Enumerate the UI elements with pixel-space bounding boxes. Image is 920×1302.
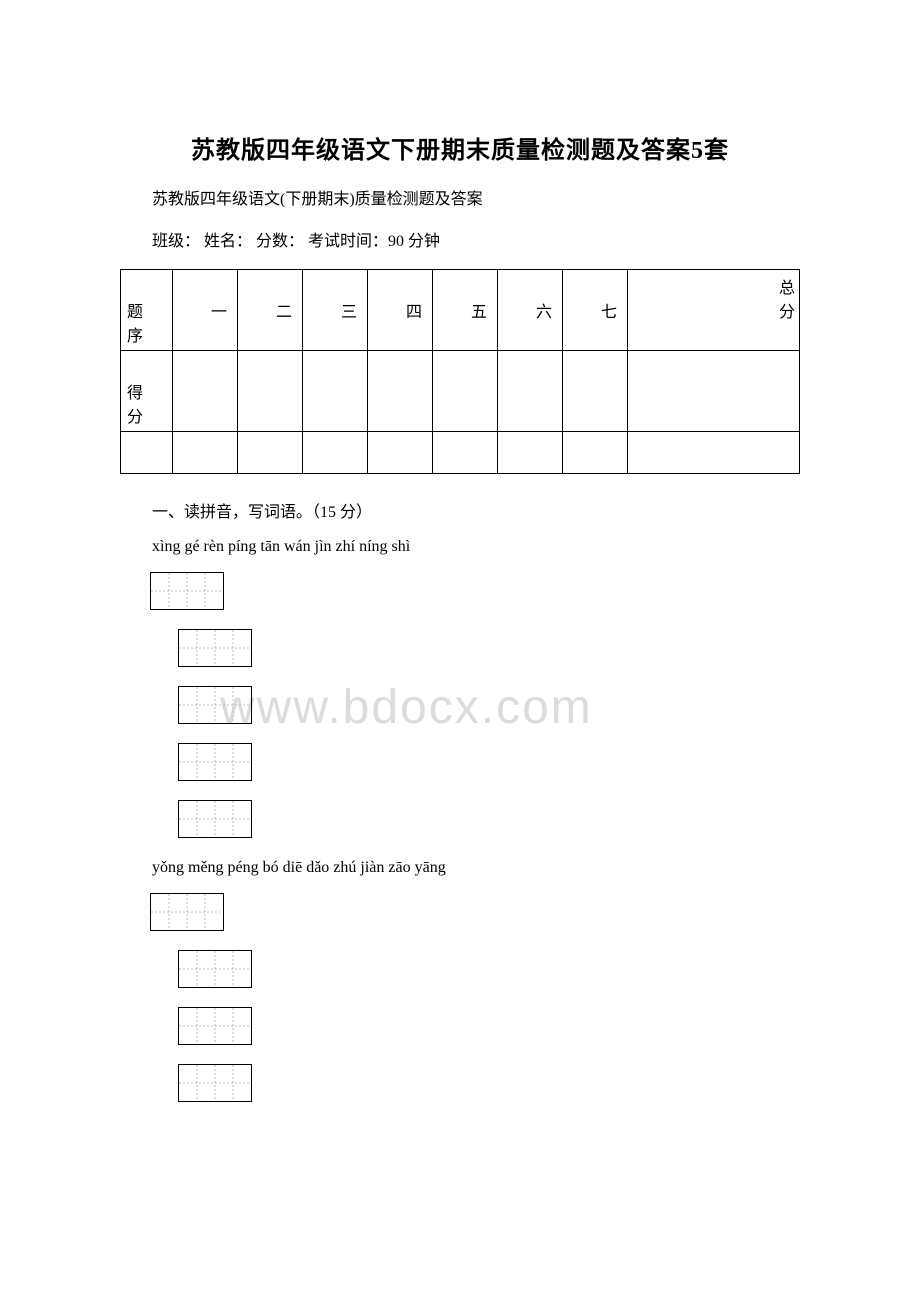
char-writing-box (150, 572, 224, 610)
empty-cell (368, 432, 433, 474)
col-header: 六 (498, 270, 563, 351)
col-header: 五 (433, 270, 498, 351)
score-cell (498, 351, 563, 432)
col-header-total: 总分 (628, 270, 800, 351)
char-writing-box (178, 629, 252, 667)
char-writing-box (178, 686, 252, 724)
empty-cell (563, 432, 628, 474)
char-writing-box (178, 800, 252, 838)
score-cell (563, 351, 628, 432)
empty-cell (121, 432, 173, 474)
table-row: 题序 一 二 三 四 五 六 七 总分 (121, 270, 800, 351)
document-content: 苏教版四年级语文下册期末质量检测题及答案5套 苏教版四年级语文(下册期末)质量检… (120, 130, 800, 1107)
score-table: 题序 一 二 三 四 五 六 七 总分 得分 (120, 269, 800, 474)
char-box-row (178, 950, 800, 993)
col-header: 七 (563, 270, 628, 351)
score-cell (368, 351, 433, 432)
char-box-row (178, 1064, 800, 1107)
score-cell (303, 351, 368, 432)
score-cell (433, 351, 498, 432)
char-writing-box (178, 1064, 252, 1102)
char-box-row (178, 800, 800, 843)
char-writing-box (178, 1007, 252, 1045)
char-box-row (178, 629, 800, 672)
pinyin-line: yǒng měng péng bó diē dǎo zhú jiàn zāo y… (120, 859, 800, 877)
char-box-row (178, 743, 800, 786)
info-line: 班级： 姓名： 分数： 考试时间：90 分钟 (120, 227, 800, 251)
pinyin-line: xìng gé rèn píng tān wán jìn zhí níng sh… (120, 538, 800, 556)
col-header: 二 (238, 270, 303, 351)
empty-cell (303, 432, 368, 474)
section-heading: 一、读拼音，写词语。（15 分） (120, 498, 800, 522)
char-box-row (150, 572, 800, 615)
score-cell (628, 351, 800, 432)
table-row (121, 432, 800, 474)
row-label: 得分 (121, 351, 173, 432)
score-cell (238, 351, 303, 432)
char-writing-box (178, 743, 252, 781)
empty-cell (628, 432, 800, 474)
char-box-row (150, 893, 800, 936)
char-box-group-1 (150, 572, 800, 843)
col-header: 三 (303, 270, 368, 351)
char-box-row (178, 686, 800, 729)
subtitle: 苏教版四年级语文(下册期末)质量检测题及答案 (120, 185, 800, 209)
table-row: 得分 (121, 351, 800, 432)
char-box-group-2 (150, 893, 800, 1107)
score-cell (173, 351, 238, 432)
col-header: 四 (368, 270, 433, 351)
empty-cell (173, 432, 238, 474)
char-writing-box (150, 893, 224, 931)
empty-cell (498, 432, 563, 474)
empty-cell (238, 432, 303, 474)
char-writing-box (178, 950, 252, 988)
char-box-row (178, 1007, 800, 1050)
row-label: 题序 (121, 270, 173, 351)
empty-cell (433, 432, 498, 474)
col-header: 一 (173, 270, 238, 351)
page-title: 苏教版四年级语文下册期末质量检测题及答案5套 (120, 130, 800, 165)
